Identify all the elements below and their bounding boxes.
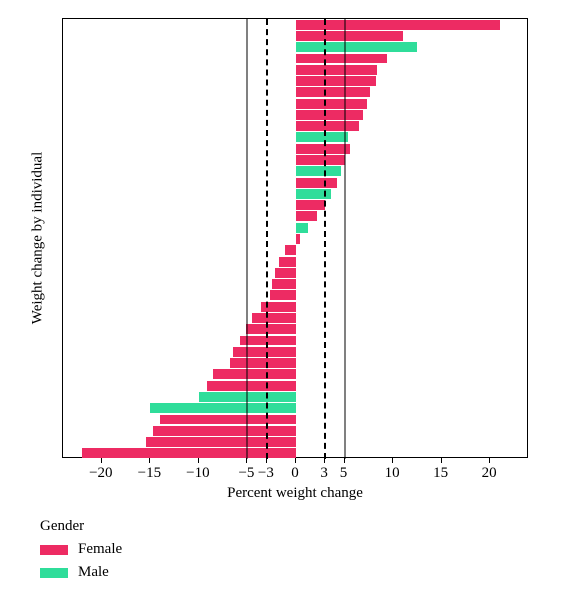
- bar: [296, 31, 403, 41]
- bar: [296, 166, 341, 176]
- x-tick-label: −3: [258, 465, 274, 482]
- legend-swatch: [40, 568, 68, 578]
- x-tick-label: −10: [186, 465, 209, 482]
- x-tick: [344, 458, 345, 463]
- bar: [296, 178, 337, 188]
- legend-title: Gender: [40, 518, 122, 535]
- bar: [279, 257, 296, 267]
- bar: [285, 245, 296, 255]
- x-tick: [246, 458, 247, 463]
- bar: [233, 347, 296, 357]
- bar: [296, 121, 359, 131]
- bar: [296, 110, 363, 120]
- bar: [252, 313, 296, 323]
- bar: [230, 358, 296, 368]
- legend-label: Female: [78, 541, 122, 558]
- reference-line-solid: [344, 19, 345, 459]
- bar: [296, 54, 387, 64]
- plot-area: [62, 18, 528, 458]
- bar: [296, 223, 308, 233]
- bar: [296, 87, 370, 97]
- bar: [296, 65, 377, 75]
- x-tick-label: −20: [89, 465, 112, 482]
- x-tick-label: 0: [291, 465, 299, 482]
- x-tick-label: 3: [320, 465, 328, 482]
- reference-line-dashed: [266, 19, 268, 459]
- x-tick: [295, 458, 296, 463]
- y-axis-label: Weight change by individual: [30, 152, 47, 325]
- x-tick: [198, 458, 199, 463]
- x-tick-label: 15: [433, 465, 448, 482]
- x-tick: [149, 458, 150, 463]
- bar: [296, 76, 376, 86]
- bar: [296, 99, 367, 109]
- bar: [213, 369, 296, 379]
- x-tick-label: 5: [340, 465, 348, 482]
- reference-line-dashed: [324, 19, 326, 459]
- bar: [272, 279, 296, 289]
- x-tick-label: 10: [385, 465, 400, 482]
- x-tick-label: 20: [482, 465, 497, 482]
- legend-item: Female: [40, 541, 122, 558]
- legend: Gender Female Male: [40, 518, 122, 581]
- legend-items: Female Male: [40, 541, 122, 581]
- x-tick: [489, 458, 490, 463]
- bar: [296, 20, 500, 30]
- x-tick: [392, 458, 393, 463]
- bar: [296, 234, 300, 244]
- x-tick: [266, 458, 267, 463]
- legend-label: Male: [78, 564, 109, 581]
- reference-line-solid: [247, 19, 248, 459]
- x-tick-label: −5: [238, 465, 254, 482]
- bar: [207, 381, 296, 391]
- bar: [82, 448, 296, 458]
- x-axis-label: Percent weight change: [227, 485, 363, 502]
- bar: [153, 426, 296, 436]
- figure: −20 −15 −10 −5 0 5 10 15 20 −3 3 Percent weight ch…: [0, 0, 568, 602]
- bar: [150, 403, 296, 413]
- bar: [296, 155, 345, 165]
- bar: [296, 42, 417, 52]
- bar: [296, 132, 348, 142]
- x-tick: [441, 458, 442, 463]
- bar: [246, 324, 296, 334]
- legend-item: Male: [40, 564, 122, 581]
- x-tick: [101, 458, 102, 463]
- bar: [275, 268, 296, 278]
- bar: [160, 415, 296, 425]
- legend-swatch: [40, 545, 68, 555]
- bar: [270, 290, 296, 300]
- bar: [146, 437, 296, 447]
- bar: [296, 211, 317, 221]
- x-tick: [324, 458, 325, 463]
- bar: [296, 200, 325, 210]
- x-tick-label: −15: [138, 465, 161, 482]
